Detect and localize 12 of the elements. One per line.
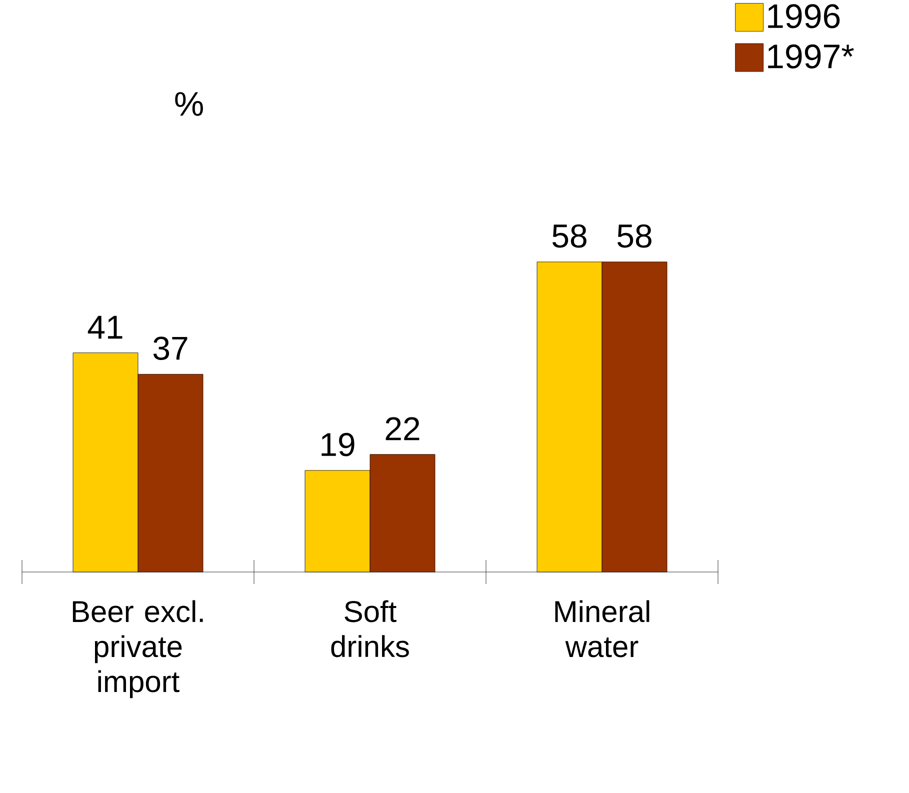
y-axis-title: % (175, 92, 203, 116)
data-label: 58 (617, 224, 652, 248)
data-label: 19 (322, 432, 354, 456)
x-tick-label: Soft drinks (331, 600, 409, 658)
x-tick-label: Beer excl. private import (72, 600, 203, 698)
x-tick-label: Mineral water (555, 600, 650, 658)
data-label: 37 (153, 336, 188, 360)
data-label: 22 (386, 417, 420, 440)
data-label: 58 (552, 224, 586, 248)
legend-label: 1996 (768, 4, 840, 28)
legend-label: 1997* (768, 44, 854, 68)
data-label: 41 (88, 316, 122, 339)
